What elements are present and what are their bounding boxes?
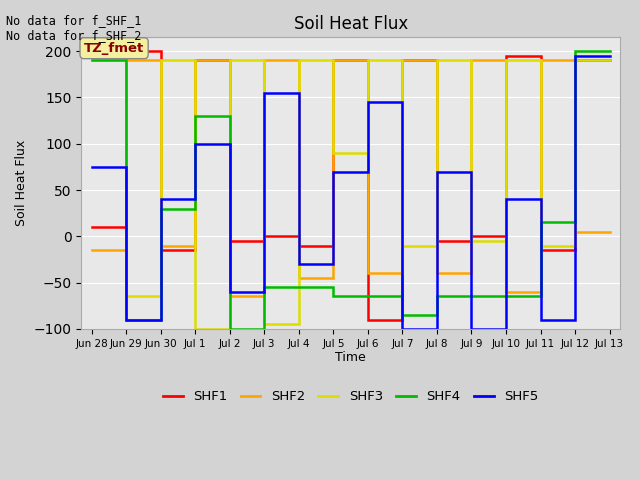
Text: TZ_fmet: TZ_fmet (84, 42, 144, 55)
X-axis label: Time: Time (335, 351, 366, 364)
Title: Soil Heat Flux: Soil Heat Flux (294, 15, 408, 33)
Y-axis label: Soil Heat Flux: Soil Heat Flux (15, 140, 28, 226)
Text: No data for f_SHF_1
No data for f_SHF_2: No data for f_SHF_1 No data for f_SHF_2 (6, 14, 142, 42)
Legend: SHF1, SHF2, SHF3, SHF4, SHF5: SHF1, SHF2, SHF3, SHF4, SHF5 (157, 385, 544, 408)
